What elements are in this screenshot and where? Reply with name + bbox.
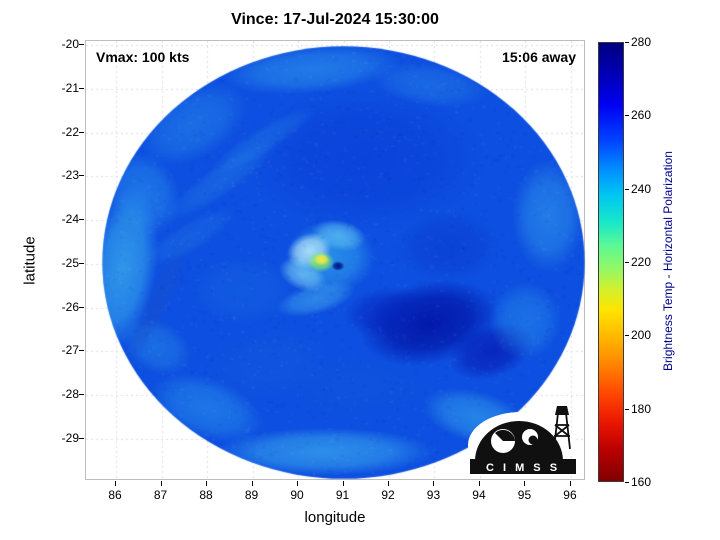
colorbar-label: Brightness Temp - Horizontal Polarizatio… bbox=[661, 151, 675, 371]
colorbar-tick-mark bbox=[625, 262, 629, 263]
colorbar-tick-mark bbox=[625, 408, 629, 410]
water-tower-icon bbox=[553, 412, 571, 450]
x-tick-label: 95 bbox=[517, 488, 532, 502]
y-tick-mark bbox=[79, 437, 84, 439]
colorbar-tick-mark bbox=[625, 482, 629, 483]
y-tick-label: -25 bbox=[61, 255, 79, 270]
x-tick-mark bbox=[388, 481, 389, 486]
small-dome-detail bbox=[528, 435, 538, 445]
colorbar-tick-mark bbox=[625, 115, 629, 117]
x-tick-label: 96 bbox=[563, 488, 577, 502]
colorbar-tick-label: 160 bbox=[631, 475, 652, 489]
logo-text: C I M S S bbox=[486, 462, 560, 474]
colorbar-gradient bbox=[599, 43, 623, 481]
plot-area: Vmax: 100 kts 15:06 away C I M S S bbox=[85, 40, 586, 481]
x-tick-mark bbox=[433, 481, 435, 486]
x-tick-label: 86 bbox=[108, 488, 122, 502]
colorbar-tick-mark bbox=[625, 42, 629, 43]
colorbar bbox=[598, 42, 624, 482]
x-tick-mark bbox=[342, 481, 344, 486]
satellite-swath-image bbox=[86, 41, 586, 481]
colorbar-tick-label: 180 bbox=[631, 401, 652, 416]
x-tick-label: 93 bbox=[426, 488, 441, 502]
x-tick-label: 89 bbox=[244, 488, 259, 502]
y-tick-label: -23 bbox=[61, 168, 79, 183]
plot-title: Vince: 17-Jul-2024 15:30:00 bbox=[231, 11, 439, 28]
x-tick-label: 87 bbox=[153, 488, 168, 502]
colorbar-tick-label: 220 bbox=[631, 255, 652, 269]
satellite-dish-shadow bbox=[495, 429, 515, 441]
vmax-annotation: Vmax: 100 kts bbox=[96, 49, 190, 65]
x-tick-label: 90 bbox=[290, 488, 304, 502]
colorbar-tick-mark bbox=[625, 335, 629, 337]
x-tick-mark bbox=[524, 481, 526, 486]
y-tick-mark bbox=[79, 393, 84, 395]
x-tick-mark bbox=[115, 481, 117, 486]
y-tick-label: -27 bbox=[61, 343, 79, 358]
y-tick-mark bbox=[79, 219, 84, 221]
logo-banner bbox=[470, 459, 576, 474]
y-tick-mark bbox=[79, 131, 84, 133]
cimss-logo: C I M S S bbox=[468, 406, 576, 478]
x-tick-mark bbox=[569, 481, 571, 486]
x-tick-mark bbox=[251, 481, 253, 486]
x-tick-label: 92 bbox=[381, 488, 395, 502]
y-tick-label: -21 bbox=[61, 81, 79, 96]
x-axis-label: longitude bbox=[304, 509, 366, 526]
y-tick-mark bbox=[79, 262, 84, 264]
colorbar-tick-label: 260 bbox=[631, 108, 652, 123]
colorbar-tick-label: 200 bbox=[631, 328, 652, 343]
y-tick-label: -22 bbox=[61, 124, 79, 139]
y-tick-mark bbox=[79, 88, 84, 90]
colorbar-tick-label: 280 bbox=[631, 35, 652, 49]
x-tick-mark bbox=[297, 481, 298, 486]
x-tick-label: 94 bbox=[472, 488, 486, 502]
y-tick-mark bbox=[79, 44, 84, 46]
y-tick-mark bbox=[79, 306, 84, 308]
x-tick-label: 88 bbox=[199, 488, 213, 502]
x-tick-mark bbox=[478, 481, 480, 486]
colorbar-tick-label: 240 bbox=[631, 181, 652, 196]
y-axis-label: latitude bbox=[21, 236, 39, 285]
y-tick-mark bbox=[79, 175, 84, 177]
x-tick-label: 91 bbox=[335, 488, 350, 502]
time-offset-annotation: 15:06 away bbox=[502, 49, 576, 65]
y-tick-label: -24 bbox=[61, 212, 79, 227]
y-tick-label: -28 bbox=[61, 386, 79, 401]
y-tick-label: -29 bbox=[61, 430, 79, 445]
y-tick-label: -26 bbox=[61, 299, 79, 314]
water-tank-icon bbox=[555, 406, 569, 415]
colorbar-tick-mark bbox=[625, 188, 629, 190]
x-tick-mark bbox=[160, 481, 162, 486]
y-tick-label: -20 bbox=[61, 37, 79, 52]
y-tick-mark bbox=[79, 350, 84, 352]
x-tick-mark bbox=[206, 481, 208, 486]
